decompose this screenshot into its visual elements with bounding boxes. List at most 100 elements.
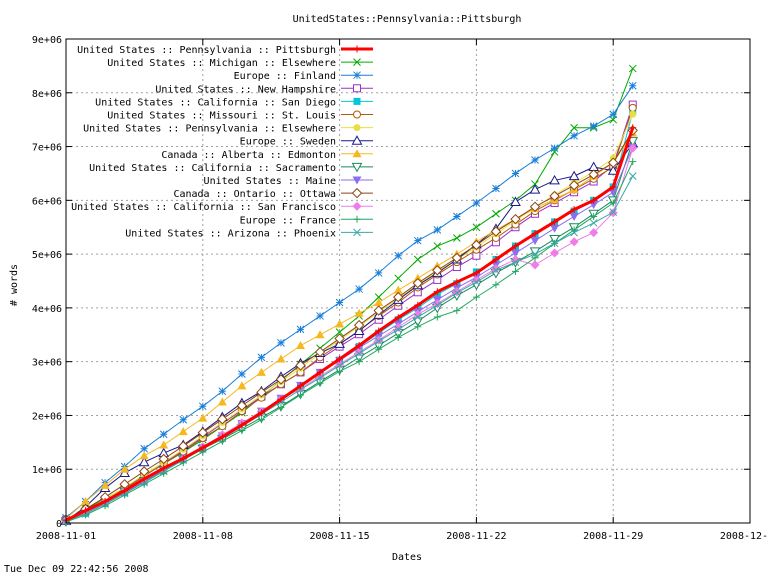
data-point [472, 269, 480, 277]
data-point [158, 453, 169, 465]
data-point [551, 218, 559, 226]
y-tick-label: 8e+06 [32, 89, 62, 100]
data-point [568, 180, 580, 191]
data-point [628, 143, 638, 153]
x-axis-label: Dates [392, 552, 422, 563]
data-point [433, 288, 441, 296]
data-point [590, 212, 598, 220]
data-point [550, 248, 560, 258]
data-point [353, 319, 365, 331]
data-point [335, 361, 344, 370]
data-point [530, 237, 540, 246]
y-tick-label: 9e+06 [32, 35, 62, 46]
data-point [609, 110, 618, 119]
y-axis-label: # words [9, 264, 20, 306]
data-point [432, 265, 443, 276]
y-tick-label: 0 [56, 519, 62, 530]
data-point [198, 402, 207, 411]
data-point [334, 333, 345, 344]
data-point [277, 338, 285, 347]
data-point [433, 242, 442, 250]
data-point [375, 345, 383, 353]
data-point [511, 258, 520, 267]
legend-marker [353, 215, 361, 223]
data-point [179, 415, 188, 424]
data-point [394, 333, 402, 341]
data-point [550, 239, 559, 248]
data-point [139, 451, 149, 460]
data-point [354, 308, 364, 317]
data-point [432, 299, 442, 309]
data-point [510, 196, 521, 206]
data-point [276, 354, 286, 363]
y-tick-label: 3e+06 [32, 358, 62, 369]
legend-label: Europe :: France [240, 215, 336, 226]
data-point [335, 319, 345, 328]
legend-label: Canada :: Alberta :: Edmonton [161, 150, 336, 161]
data-point [491, 264, 501, 274]
axis-ticks: 0 1e+06 2e+06 3e+06 4e+06 5e+06 6e+06 7e+06 8e+0… [32, 35, 768, 542]
data-point [550, 224, 560, 233]
data-point [492, 281, 500, 289]
data-point [393, 291, 404, 303]
chart-title: UnitedStates::Pennsylvania::Pittsburgh [293, 14, 522, 25]
data-point [569, 212, 579, 221]
data-point [354, 347, 364, 357]
legend-item: United States :: Pennsylvania :: Elsewhe… [83, 124, 373, 135]
data-point [627, 137, 639, 147]
y-tick-label: 2e+06 [32, 411, 62, 422]
data-point [140, 444, 149, 453]
legend-item: Europe :: France [240, 215, 373, 226]
data-point [355, 349, 363, 358]
data-point [414, 323, 422, 331]
legend-item: Canada :: Ontario :: Ottawa [173, 187, 373, 200]
x-tick-label: 2008-11-29 [583, 531, 643, 542]
data-point [589, 228, 599, 238]
data-point [453, 212, 461, 221]
legend-item: United States :: Michigan :: Elsewhere [107, 58, 373, 69]
data-point [393, 285, 403, 294]
data-point [257, 353, 266, 362]
data-point [511, 242, 519, 250]
y-tick-label: 4e+06 [32, 304, 62, 315]
data-point [492, 209, 500, 218]
data-point [238, 421, 246, 429]
data-point [374, 298, 384, 307]
legend-item: United States :: Arizona :: Phoenix [125, 228, 373, 239]
data-point [628, 103, 637, 112]
series-1 [62, 124, 637, 524]
data-point [316, 368, 324, 376]
data-point [336, 367, 344, 375]
data-point [530, 260, 540, 270]
data-point [335, 328, 344, 336]
legend-item: United States :: California :: San Diego [95, 97, 373, 108]
data-point [609, 199, 617, 207]
legend-item: United States :: Maine [204, 176, 373, 187]
series-line [65, 175, 634, 522]
legend-marker [353, 84, 361, 93]
data-point [257, 416, 265, 424]
legend-marker [353, 58, 361, 66]
data-point [629, 110, 637, 118]
data-point [549, 235, 560, 245]
data-point [335, 298, 344, 307]
legend-item: Europe :: Sweden [240, 135, 373, 148]
legend-label: United States :: Missouri :: St. Louis [107, 111, 336, 122]
data-point [531, 254, 539, 262]
y-tick-label: 7e+06 [32, 143, 62, 154]
legend-marker [351, 135, 363, 145]
data-point [374, 293, 383, 301]
legend-label: United States :: Maine [204, 176, 336, 187]
data-point [256, 367, 266, 376]
data-point [568, 170, 580, 181]
series-line [65, 127, 635, 522]
legend-item: United States :: Missouri :: St. Louis [107, 110, 373, 122]
data-point [373, 305, 384, 316]
data-point [353, 325, 365, 336]
legend-marker [352, 176, 362, 185]
data-point [159, 440, 169, 449]
data-point [511, 267, 519, 275]
data-point [549, 190, 560, 202]
